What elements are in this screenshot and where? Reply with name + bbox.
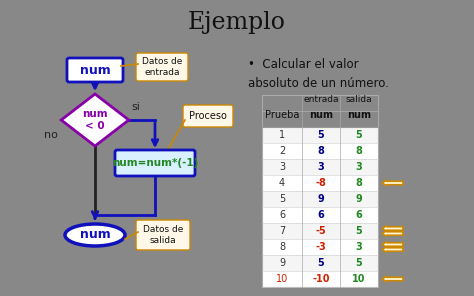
Text: 5: 5	[356, 258, 363, 268]
FancyBboxPatch shape	[183, 105, 233, 127]
Text: 1: 1	[279, 130, 285, 140]
FancyArrow shape	[382, 231, 403, 237]
Text: •  Calcular el valor
absoluto de un número.: • Calcular el valor absoluto de un númer…	[248, 58, 389, 90]
Text: 8: 8	[356, 146, 363, 156]
Polygon shape	[61, 94, 129, 146]
Text: num: num	[309, 110, 333, 120]
Text: 5: 5	[356, 226, 363, 236]
Bar	[262, 239, 378, 255]
Text: 4: 4	[279, 178, 285, 188]
Text: num: num	[347, 110, 371, 120]
Bar	[262, 255, 378, 271]
FancyBboxPatch shape	[67, 58, 123, 82]
FancyArrow shape	[382, 180, 403, 186]
Text: salida: salida	[346, 94, 372, 104]
Text: Prueba: Prueba	[265, 110, 299, 120]
Text: num
< 0: num < 0	[82, 109, 108, 131]
Text: -10: -10	[312, 274, 330, 284]
Text: Ejemplo: Ejemplo	[188, 10, 286, 33]
Text: 8: 8	[356, 178, 363, 188]
Text: 3: 3	[356, 162, 363, 172]
Text: 8: 8	[279, 242, 285, 252]
Bar	[262, 143, 378, 159]
Text: 5: 5	[356, 130, 363, 140]
Text: 10: 10	[276, 274, 288, 284]
Text: 9: 9	[356, 194, 363, 204]
Ellipse shape	[65, 224, 125, 246]
Text: -8: -8	[316, 178, 327, 188]
Text: 9: 9	[279, 258, 285, 268]
Text: 5: 5	[318, 258, 324, 268]
Text: no: no	[45, 130, 58, 140]
Bar	[262, 127, 378, 143]
Text: -3: -3	[316, 242, 327, 252]
Text: si: si	[132, 102, 141, 112]
Text: 9: 9	[318, 194, 324, 204]
Text: 3: 3	[318, 162, 324, 172]
Text: 10: 10	[352, 274, 366, 284]
Text: 2: 2	[279, 146, 285, 156]
Text: 3: 3	[279, 162, 285, 172]
Text: num: num	[80, 229, 110, 242]
Text: -5: -5	[316, 226, 327, 236]
Text: 6: 6	[356, 210, 363, 220]
Text: 7: 7	[279, 226, 285, 236]
Bar	[262, 191, 378, 207]
Bar	[262, 207, 378, 223]
Text: 3: 3	[356, 242, 363, 252]
Text: 6: 6	[318, 210, 324, 220]
Bar	[262, 223, 378, 239]
Bar	[262, 159, 378, 175]
Text: entrada: entrada	[303, 94, 339, 104]
FancyArrow shape	[382, 276, 403, 282]
FancyArrow shape	[382, 226, 403, 231]
Text: Datos de
salida: Datos de salida	[143, 225, 183, 245]
FancyBboxPatch shape	[136, 220, 190, 250]
FancyArrow shape	[382, 247, 403, 252]
Text: num=num*(-1): num=num*(-1)	[112, 158, 198, 168]
Bar	[262, 271, 378, 287]
Text: 8: 8	[318, 146, 324, 156]
Text: Datos de
entrada: Datos de entrada	[142, 57, 182, 77]
Text: 5: 5	[279, 194, 285, 204]
FancyArrow shape	[382, 242, 403, 247]
Text: Proceso: Proceso	[189, 111, 227, 121]
Bar	[262, 95, 378, 287]
FancyBboxPatch shape	[136, 53, 188, 81]
Bar	[262, 175, 378, 191]
Text: 6: 6	[279, 210, 285, 220]
FancyBboxPatch shape	[115, 150, 195, 176]
Text: num: num	[80, 64, 110, 76]
Text: 5: 5	[318, 130, 324, 140]
